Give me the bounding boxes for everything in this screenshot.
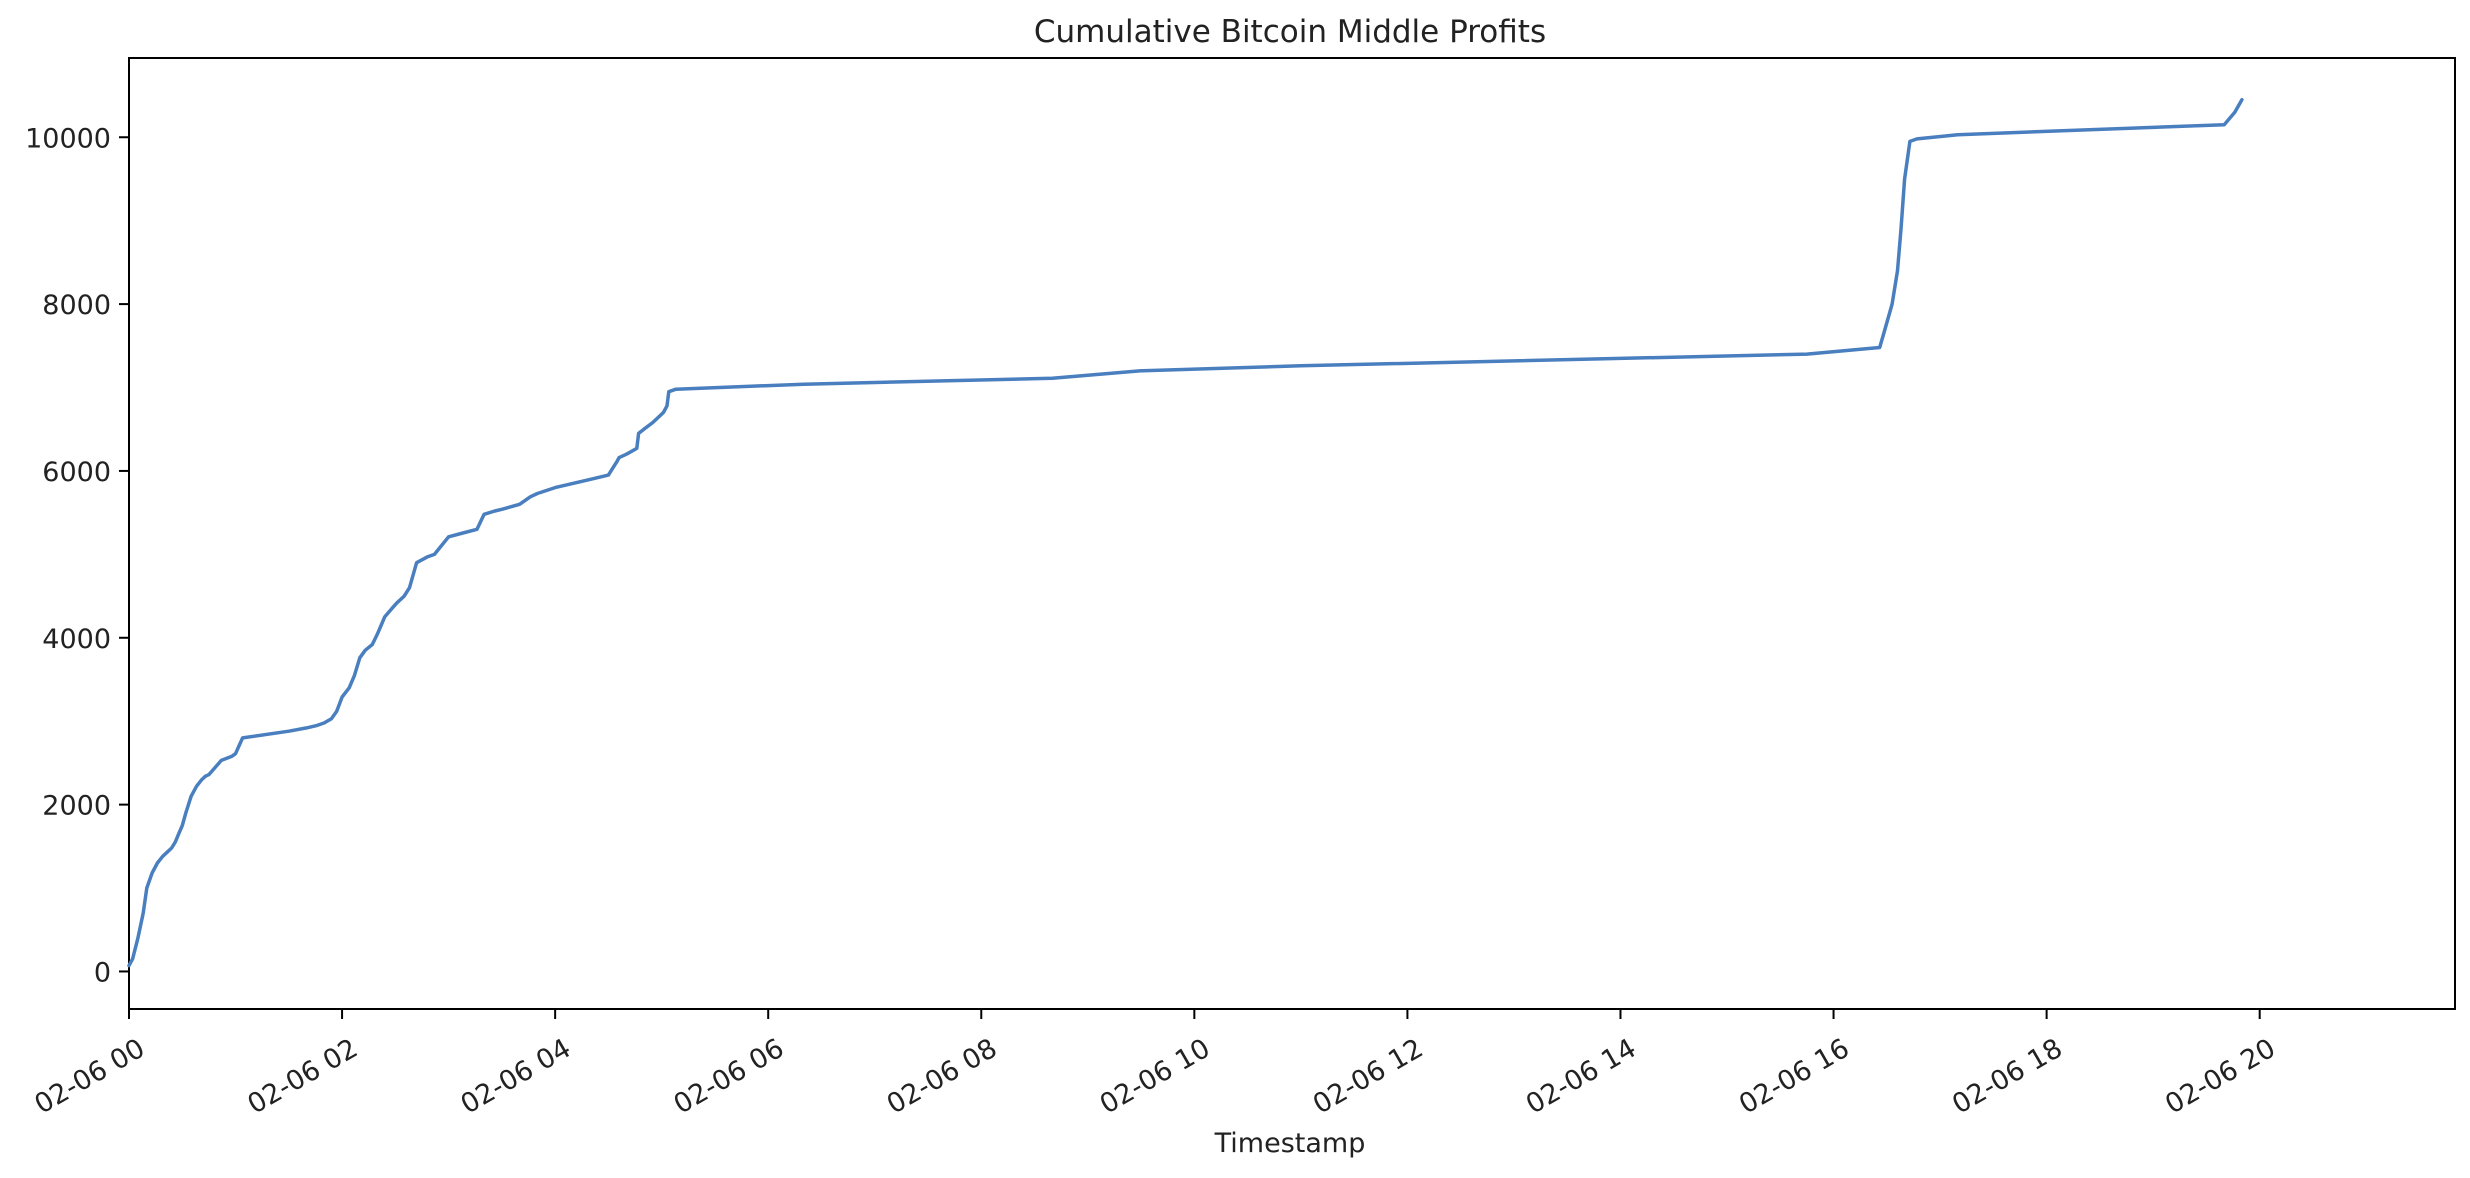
x-tick-label: 02-06 14	[1521, 1033, 1642, 1121]
x-tick-label: 02-06 04	[456, 1033, 577, 1121]
y-tick-label: 6000	[42, 457, 111, 488]
y-tick-label: 8000	[42, 290, 111, 321]
y-tick-label: 10000	[25, 123, 111, 154]
x-tick-label: 02-06 00	[29, 1033, 150, 1121]
x-tick-label: 02-06 02	[243, 1033, 364, 1121]
x-axis-label: Timestamp	[1214, 1128, 1366, 1159]
y-tick-label: 0	[94, 957, 111, 988]
x-axis: 02-06 00 02-06 02 02-06 04 02-06 06 02-06 08…	[29, 1009, 2281, 1121]
x-tick-label: 02-06 16	[1734, 1033, 1855, 1121]
x-tick-label: 02-06 18	[1947, 1033, 2068, 1121]
x-tick-label: 02-06 20	[2160, 1033, 2281, 1121]
x-tick-label: 02-06 08	[882, 1033, 1003, 1121]
chart-title: Cumulative Bitcoin Middle Profits	[1034, 14, 1546, 50]
x-tick-label: 02-06 10	[1095, 1033, 1216, 1121]
plot-area-frame	[128, 57, 2456, 1010]
x-tick-label: 02-06 12	[1308, 1033, 1429, 1121]
y-axis: 0 2000 4000 6000 8000 10000	[25, 123, 129, 988]
y-tick-label: 4000	[42, 624, 111, 655]
series-line	[127, 97, 2244, 968]
x-tick-label: 02-06 06	[669, 1033, 790, 1121]
y-tick-label: 2000	[42, 791, 111, 822]
